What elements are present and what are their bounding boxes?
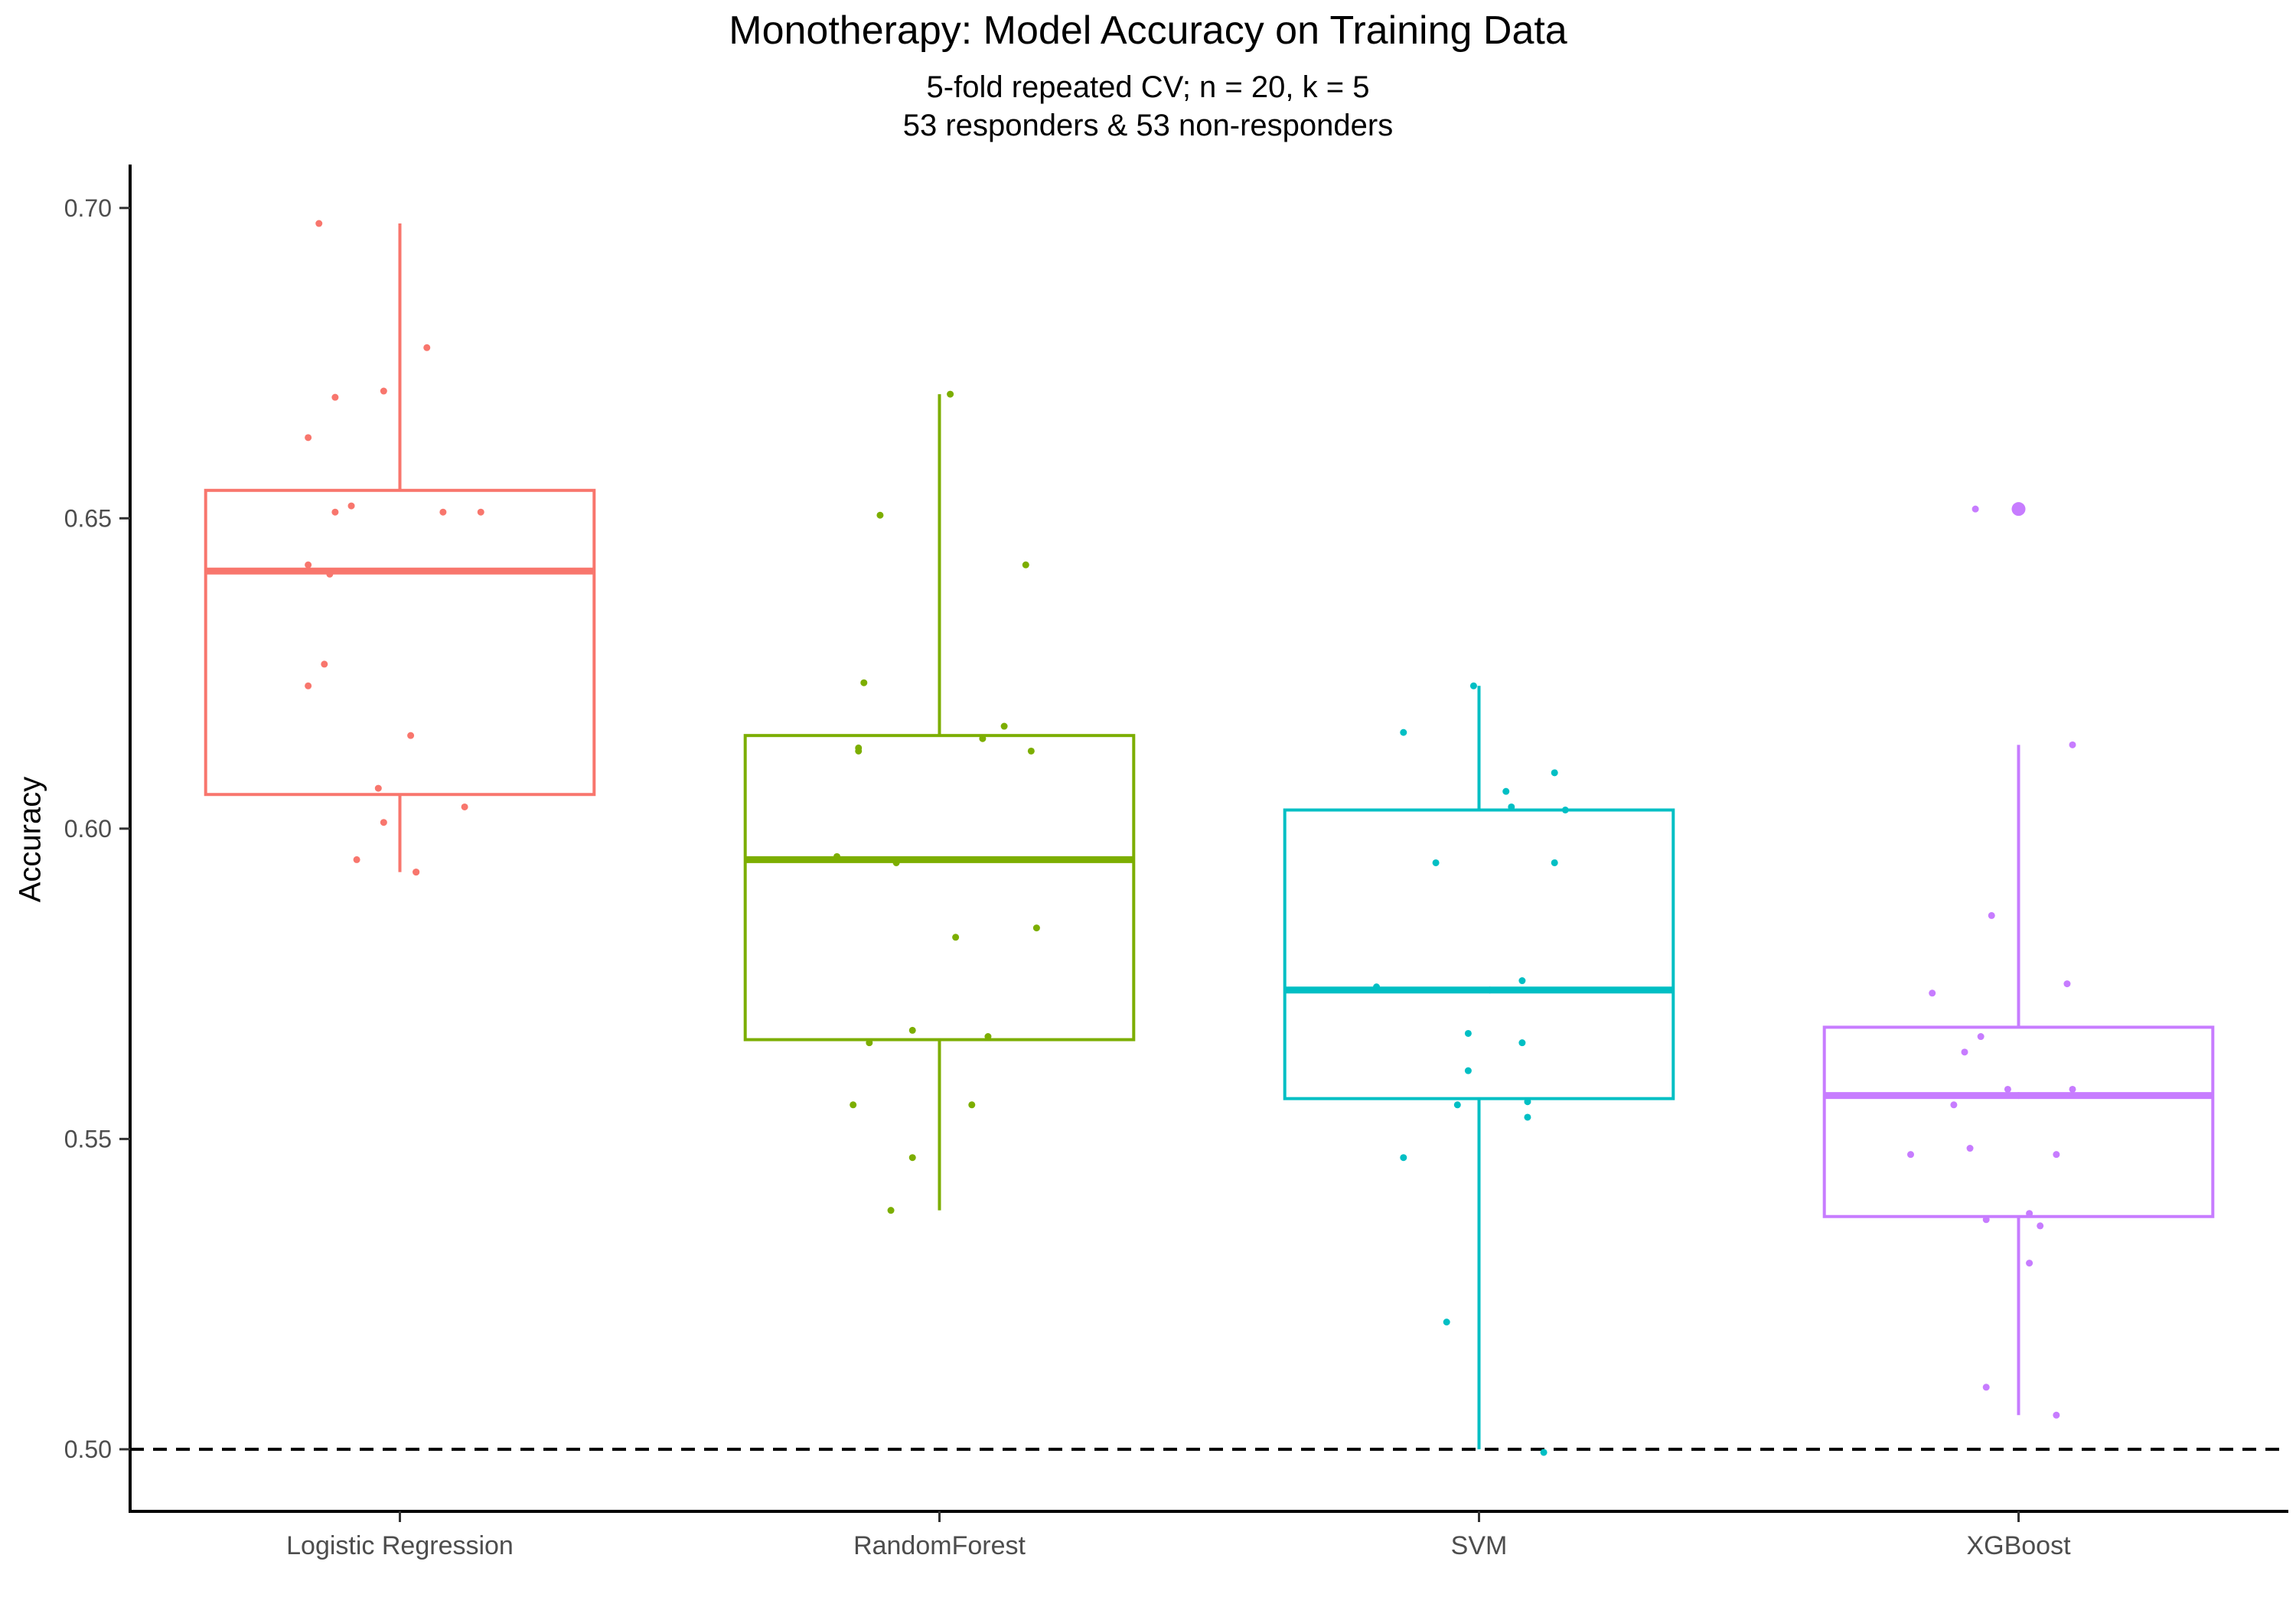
box-logistic-regression (204, 488, 596, 797)
point-svm-6 (1432, 859, 1440, 866)
point-xgboost-19 (1950, 1101, 1958, 1109)
point-svm-11 (1464, 1029, 1472, 1037)
point-randomforest-14 (866, 1039, 873, 1047)
point-logistic-regression-15 (461, 803, 468, 810)
point-randomforest-8 (1027, 747, 1035, 755)
point-xgboost-18 (2015, 1092, 2022, 1100)
point-svm-1 (1400, 729, 1407, 736)
point-xgboost-5 (1977, 1033, 1985, 1041)
point-xgboost-3 (2063, 980, 2071, 988)
point-randomforest-4 (1000, 722, 1008, 730)
point-svm-15 (1524, 1098, 1531, 1106)
outlier-xgboost-0 (2011, 502, 2026, 517)
point-randomforest-5 (979, 735, 987, 742)
point-svm-18 (1443, 1319, 1450, 1326)
point-randomforest-11 (952, 934, 960, 941)
point-svm-9 (1518, 977, 1526, 985)
point-xgboost-0 (1971, 505, 1979, 513)
point-logistic-regression-2 (331, 393, 339, 401)
point-xgboost-1 (2069, 741, 2076, 748)
point-logistic-regression-13 (407, 732, 415, 739)
y-tick-label-2: 0.60 (64, 815, 112, 843)
point-randomforest-1 (876, 511, 884, 519)
point-xgboost-7 (2004, 1085, 2011, 1093)
point-xgboost-4 (1929, 989, 1936, 997)
y-tick-label-0: 0.50 (64, 1436, 112, 1463)
x-tick-label-2: SVM (1451, 1531, 1508, 1560)
point-randomforest-17 (968, 1101, 976, 1109)
point-svm-13 (1464, 1067, 1472, 1074)
point-logistic-regression-19 (413, 869, 420, 876)
box-xgboost (1822, 1025, 2215, 1218)
point-randomforest-2 (1022, 561, 1029, 569)
point-randomforest-19 (887, 1207, 895, 1214)
point-logistic-regression-3 (380, 387, 387, 395)
point-randomforest-0 (947, 390, 954, 398)
point-xgboost-2 (1988, 911, 1995, 919)
y-tick-label-3: 0.65 (64, 504, 112, 532)
point-logistic-regression-6 (347, 502, 355, 510)
point-logistic-regression-4 (305, 434, 312, 442)
point-logistic-regression-1 (423, 344, 431, 351)
point-logistic-regression-7 (439, 508, 447, 516)
x-tick-label-1: RandomForest (853, 1531, 1026, 1560)
point-svm-8 (1373, 983, 1381, 991)
point-svm-4 (1508, 803, 1515, 810)
point-xgboost-15 (2026, 1260, 2033, 1267)
point-svm-16 (1524, 1113, 1531, 1121)
point-xgboost-13 (1982, 1216, 1990, 1224)
x-tick-label-3: XGBoost (1966, 1531, 2071, 1560)
chart-title: Monotherapy: Model Accuracy on Training … (729, 8, 1567, 53)
point-logistic-regression-8 (477, 508, 484, 516)
point-xgboost-12 (2026, 1210, 2033, 1217)
point-randomforest-16 (850, 1101, 857, 1109)
point-xgboost-17 (2053, 1411, 2060, 1419)
point-xgboost-9 (1966, 1145, 1974, 1152)
point-logistic-regression-12 (305, 682, 312, 689)
point-svm-12 (1518, 1039, 1526, 1047)
point-svm-2 (1551, 769, 1558, 777)
point-xgboost-11 (2053, 1151, 2060, 1159)
point-svm-5 (1561, 807, 1569, 814)
chart-subtitle-line-1: 5-fold repeated CV; n = 20, k = 5 (926, 70, 1370, 104)
point-svm-0 (1469, 682, 1477, 689)
x-tick-label-0: Logistic Regression (286, 1531, 514, 1560)
point-logistic-regression-14 (374, 784, 382, 792)
point-randomforest-3 (860, 679, 868, 686)
point-logistic-regression-10 (326, 570, 334, 578)
point-logistic-regression-0 (315, 220, 323, 227)
y-tick-label-4: 0.70 (64, 194, 112, 222)
point-logistic-regression-11 (321, 660, 328, 668)
point-svm-7 (1551, 859, 1558, 866)
point-svm-10 (1486, 986, 1494, 994)
point-logistic-regression-9 (305, 561, 312, 569)
point-logistic-regression-17 (353, 856, 360, 863)
point-randomforest-7 (855, 747, 863, 755)
point-xgboost-16 (1982, 1384, 1990, 1391)
y-tick-label-1: 0.55 (64, 1125, 112, 1152)
point-xgboost-10 (1907, 1151, 1914, 1159)
point-xgboost-14 (2037, 1222, 2044, 1230)
point-svm-19 (1540, 1449, 1548, 1456)
point-svm-14 (1453, 1101, 1461, 1109)
point-randomforest-13 (908, 1026, 916, 1034)
point-randomforest-10 (892, 859, 900, 866)
point-randomforest-12 (1032, 924, 1040, 932)
point-svm-17 (1400, 1154, 1407, 1162)
point-xgboost-8 (2069, 1085, 2076, 1093)
point-randomforest-18 (908, 1154, 916, 1162)
box-randomforest (743, 734, 1136, 1041)
point-randomforest-15 (984, 1033, 992, 1041)
point-xgboost-6 (1961, 1048, 1968, 1056)
chart-subtitle-line-2: 53 responders & 53 non-responders (902, 109, 1394, 142)
point-logistic-regression-16 (380, 819, 387, 826)
point-svm-3 (1502, 787, 1510, 795)
point-logistic-regression-5 (331, 508, 339, 516)
point-randomforest-9 (833, 852, 841, 860)
box-svm (1283, 808, 1675, 1100)
